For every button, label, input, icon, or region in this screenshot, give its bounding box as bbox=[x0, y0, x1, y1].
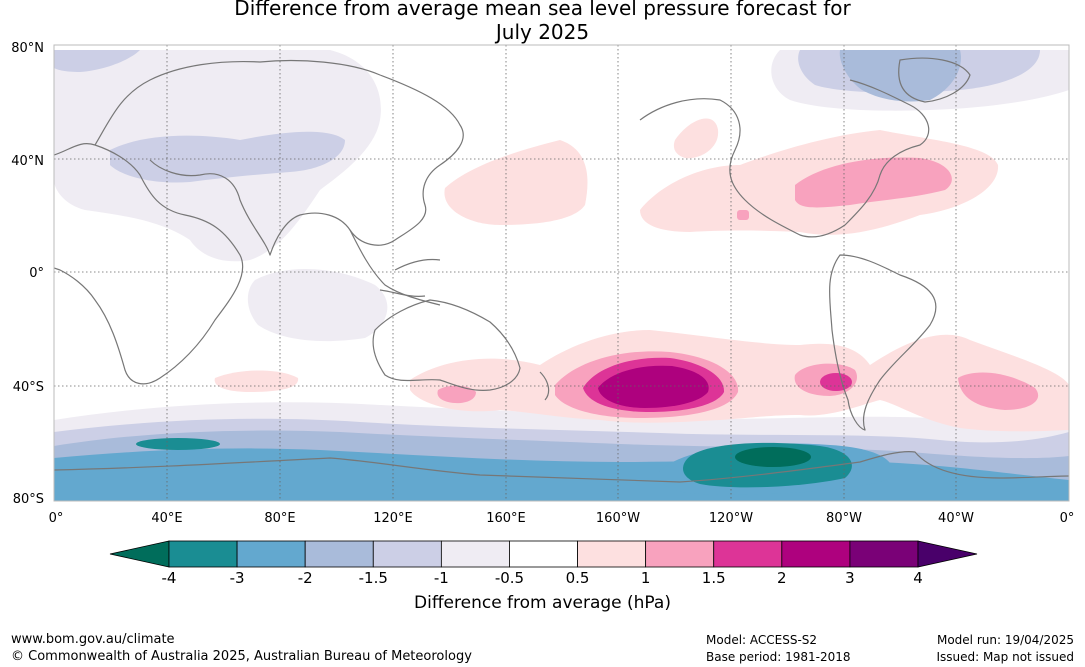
title-line-2: July 2025 bbox=[495, 20, 590, 44]
colorbar-over-arrow bbox=[917, 540, 978, 568]
anomaly-region-plus-1-mexico bbox=[737, 210, 749, 220]
coastline-new-zealand bbox=[539, 371, 550, 401]
coastline-eurasia bbox=[94, 59, 464, 256]
map-frame bbox=[53, 44, 1070, 502]
issue-status: Issued: Map not issued bbox=[936, 650, 1074, 664]
colorbar-box bbox=[440, 540, 510, 568]
colorbar-box bbox=[849, 540, 919, 568]
lon-label: 0° bbox=[49, 511, 64, 526]
model-name: Model: ACCESS-S2 bbox=[706, 633, 818, 647]
lat-label: 40°S bbox=[13, 380, 44, 395]
colorbar-box bbox=[304, 540, 374, 568]
colorbar-tick-label: -4 bbox=[162, 569, 177, 587]
footer-left: www.bom.gov.au/climate © Commonwealth of… bbox=[11, 631, 472, 665]
lon-label: 120°W bbox=[709, 511, 753, 526]
latitude-labels: 80°N 40°N 0° 40°S 80°S bbox=[11, 41, 44, 507]
lon-label: 160°W bbox=[596, 511, 640, 526]
colorbar-box bbox=[645, 540, 715, 568]
coastline-north-america bbox=[639, 79, 930, 238]
colorbar-label: Difference from average (hPa) bbox=[414, 593, 671, 613]
lon-label: 0° bbox=[1060, 511, 1075, 526]
longitude-labels: 0° 40°E 80°E 120°E 160°E 160°W 120°W 80°… bbox=[49, 511, 1075, 526]
colorbar-tick-label: 3 bbox=[845, 569, 855, 587]
colorbar-tick-label: 1.5 bbox=[702, 569, 726, 587]
coastline-maritime-continent bbox=[379, 258, 441, 297]
colorbar-boxes bbox=[168, 540, 919, 568]
anomaly-region-minus-3-indian bbox=[136, 438, 220, 450]
lon-label: 40°E bbox=[151, 511, 182, 526]
colorbar-tick-label: 1 bbox=[641, 569, 651, 587]
anomaly-region-plus-0.5-indian-south bbox=[214, 370, 299, 392]
lat-label: 80°N bbox=[11, 41, 44, 56]
coastline-australia bbox=[372, 299, 521, 391]
colorbar-tick-label: -0.5 bbox=[495, 569, 524, 587]
anomaly-region-plus-0.5-north-pacific bbox=[444, 140, 588, 225]
copyright-notice: © Commonwealth of Australia 2025, Austra… bbox=[11, 649, 472, 664]
colorbar-box bbox=[236, 540, 306, 568]
colorbar-tick-label: 4 bbox=[913, 569, 923, 587]
footer-model-info: Model: ACCESS-S2 Base period: 1981-2018 bbox=[706, 632, 851, 666]
colorbar: -4 -3 -2 -1.5 -1 -0.5 0.5 1 1.5 2 3 4 bbox=[109, 540, 978, 587]
lat-label: 0° bbox=[29, 266, 44, 281]
colorbar-tick-label: 2 bbox=[777, 569, 787, 587]
title-line-1: Difference from average mean sea level p… bbox=[234, 0, 851, 20]
lon-label: 160°E bbox=[486, 511, 526, 526]
colorbar-ticks: -4 -3 -2 -1.5 -1 -0.5 0.5 1 1.5 2 3 4 bbox=[162, 569, 923, 587]
anomaly-region-minus-1-central-asia bbox=[110, 131, 345, 183]
anomaly-region-plus-1-australia-south bbox=[437, 385, 476, 404]
model-run-date: Model run: 19/04/2025 bbox=[936, 633, 1074, 647]
anomaly-region-plus-1-south-atlantic bbox=[958, 372, 1039, 410]
coastlines bbox=[54, 57, 1069, 483]
colorbar-tick-label: -1 bbox=[434, 569, 449, 587]
lon-label: 120°E bbox=[373, 511, 413, 526]
colorbar-box bbox=[372, 540, 442, 568]
lon-label: 80°E bbox=[264, 511, 295, 526]
colorbar-box bbox=[781, 540, 851, 568]
coastline-southeast-asia bbox=[349, 229, 441, 306]
map-plot-area bbox=[54, 45, 1069, 501]
colorbar-under-arrow bbox=[109, 540, 170, 568]
colorbar-tick-label: 0.5 bbox=[566, 569, 590, 587]
coastline-south-america bbox=[828, 254, 937, 431]
anomaly-region-minus-1.5-greenland bbox=[839, 50, 961, 102]
lat-label: 80°S bbox=[13, 492, 44, 507]
anomaly-region-plus-0.5-alaska bbox=[673, 118, 719, 159]
lon-label: 40°W bbox=[938, 511, 974, 526]
coastline-africa-europe bbox=[54, 143, 244, 385]
colorbar-box bbox=[713, 540, 783, 568]
colorbar-tick-label: -3 bbox=[230, 569, 245, 587]
colorbar-box bbox=[509, 540, 578, 568]
anomaly-region-plus-1.5-south-america bbox=[820, 373, 852, 391]
coastline-antarctica bbox=[54, 451, 1069, 483]
map-title: Difference from average mean sea level p… bbox=[0, 0, 1085, 44]
graticule bbox=[54, 45, 1069, 501]
anomaly-region-minus-0.5-indian bbox=[247, 269, 388, 342]
lat-label: 40°N bbox=[11, 154, 44, 169]
footer-run-info: Model run: 19/04/2025 Issued: Map not is… bbox=[936, 632, 1074, 666]
anomaly-region-plus-2-south-pacific bbox=[598, 365, 709, 408]
anomaly-region-minus-4-pacific bbox=[735, 447, 811, 467]
colorbar-tick-label: -1.5 bbox=[359, 569, 388, 587]
colorbar-box bbox=[168, 540, 238, 568]
anomaly-region-minus-1-arctic-west bbox=[54, 50, 140, 72]
colorbar-tick-label: -2 bbox=[298, 569, 313, 587]
colorbar-box bbox=[577, 540, 647, 568]
source-url: www.bom.gov.au/climate bbox=[11, 632, 175, 647]
anomaly-region-plus-1-north-atlantic bbox=[795, 157, 952, 208]
lon-label: 80°W bbox=[826, 511, 862, 526]
base-period: Base period: 1981-2018 bbox=[706, 650, 851, 664]
coastline-greenland bbox=[898, 57, 971, 103]
